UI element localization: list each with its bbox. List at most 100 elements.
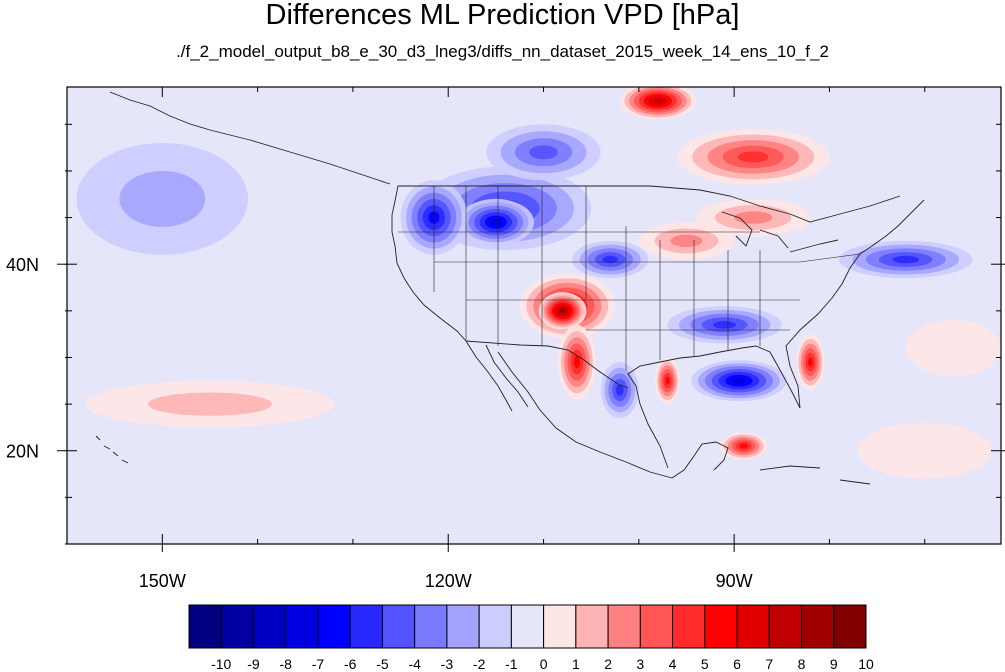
colorbar-box <box>543 604 577 649</box>
colorbar-box <box>381 604 416 649</box>
field-blob-pacific-subtropical-positive <box>86 380 334 428</box>
colorbar-label: -10 <box>211 656 231 672</box>
colorbar-label: 10 <box>858 656 874 672</box>
contour-level <box>734 211 773 224</box>
colorbar-box <box>478 604 512 649</box>
contour-level <box>892 255 920 264</box>
contour-level <box>602 255 618 264</box>
colorbar-label: -9 <box>247 656 260 672</box>
contour-level <box>490 218 502 226</box>
field-blob-canada-negative <box>486 124 601 181</box>
colorbar-box <box>607 604 641 649</box>
contour-level <box>905 320 1001 377</box>
colorbar-label: 9 <box>830 656 838 672</box>
field-blob-gulf-of-mexico-negative <box>691 360 787 402</box>
great-lakes <box>721 211 839 253</box>
colorbar: -10 -9 -8 -7 -6 -5 -4 -3 -2 -1 0 1 2 3 4 5 6 7 8 9 10 <box>188 604 874 672</box>
colorbar-box <box>252 604 287 649</box>
baja-california-coastline <box>465 340 529 412</box>
lon-tick-label: 120W <box>425 571 472 591</box>
contour-level <box>713 321 737 329</box>
field-blob-colorado-negative <box>572 240 649 279</box>
colorbar-label: -8 <box>279 656 292 672</box>
field-blob-south-central-negative <box>667 306 782 344</box>
colorbar-label: 0 <box>540 656 548 672</box>
contour-level <box>670 234 703 248</box>
hawaii-islands <box>95 435 129 464</box>
contour-level <box>665 376 670 385</box>
colorbar-label: -5 <box>376 656 389 672</box>
field-blob-northeast-negative <box>838 240 973 279</box>
colorbar-box <box>188 604 222 649</box>
field-blob-new-mexico-positive-core <box>538 292 587 330</box>
map-panel: 150W 120W 90W 40N 20N <box>6 86 1005 591</box>
field-blob-ontario-positive <box>676 128 830 185</box>
lat-tick-label: 40N <box>6 255 39 275</box>
colorbar-box <box>349 604 383 649</box>
colorbar-label: 1 <box>572 656 580 672</box>
colorbar-label: 8 <box>798 656 806 672</box>
colorbar-label: -2 <box>473 656 486 672</box>
colorbar-box <box>575 604 609 649</box>
lon-tick-label: 90W <box>716 571 753 591</box>
colorbar-box <box>414 604 448 649</box>
field-blob-florida-positive <box>796 334 825 391</box>
field-blob-atlantic-positive <box>905 320 1001 377</box>
field-blob-plains-positive <box>638 222 735 260</box>
colorbar-label: 2 <box>604 656 612 672</box>
us-mexico-border <box>465 340 629 389</box>
colorbar-label: 4 <box>669 656 677 672</box>
difference-field <box>76 87 1001 479</box>
field-blob-great-lakes-positive <box>696 198 811 237</box>
colorbar-box <box>317 604 351 649</box>
contour-level <box>119 170 206 227</box>
lon-tick-label: 150W <box>139 571 186 591</box>
yucatan-coastline <box>671 441 729 479</box>
colorbar-box <box>639 604 674 649</box>
contour-level <box>653 98 663 104</box>
colorbar-box <box>510 604 545 649</box>
colorbar-boxes <box>188 604 867 649</box>
field-blob-caribbean-positive <box>858 422 992 479</box>
coastlines-and-borders <box>95 91 925 485</box>
colorbar-box <box>736 604 770 649</box>
field-blob-canada-north-positive <box>619 87 697 120</box>
plot-title: Differences ML Prediction VPD [hPa] <box>265 0 740 31</box>
contour-level <box>615 384 624 396</box>
contour-level <box>732 377 746 384</box>
field-blob-sierra-madre-positive <box>557 324 596 400</box>
state-boundaries <box>398 186 861 370</box>
colorbar-labels: -10 -9 -8 -7 -6 -5 -4 -3 -2 -1 0 1 2 3 4 5 6 7 8 9 10 <box>211 656 874 672</box>
us-canada-border <box>398 185 901 223</box>
field-blob-idaho-negative-core <box>457 198 534 246</box>
colorbar-label: 7 <box>765 656 773 672</box>
colorbar-box <box>768 604 803 649</box>
colorbar-box <box>285 604 319 649</box>
contour-level <box>559 308 566 313</box>
plot-subtitle: ./f_2_model_output_b8_e_30_d3_lneg3/diff… <box>176 42 829 61</box>
contour-level <box>737 151 769 163</box>
colorbar-box <box>801 604 835 649</box>
colorbar-box <box>833 604 867 649</box>
contour-level <box>858 422 992 479</box>
us-west-coastline <box>391 185 467 342</box>
colorbar-label: -6 <box>344 656 357 672</box>
field-blob-texas-gulf-positive <box>655 357 680 405</box>
colorbar-label: -1 <box>505 656 518 672</box>
atlantic-coastline <box>785 199 925 409</box>
colorbar-label: 5 <box>701 656 709 672</box>
colorbar-label: 6 <box>733 656 741 672</box>
field-blob-yucatan-positive <box>719 432 768 461</box>
field-blob-gulf-of-alaska-negative <box>76 142 249 255</box>
contour-level <box>148 392 272 416</box>
colorbar-label: 3 <box>636 656 644 672</box>
alaska-panhandle-coastline <box>109 91 391 185</box>
colorbar-label: -7 <box>312 656 325 672</box>
caribbean-islands <box>759 465 871 485</box>
colorbar-box <box>704 604 738 649</box>
gulf-coastline <box>627 345 801 469</box>
map-frame <box>66 86 1002 545</box>
contour-level <box>808 357 813 367</box>
colorbar-box <box>446 604 480 649</box>
